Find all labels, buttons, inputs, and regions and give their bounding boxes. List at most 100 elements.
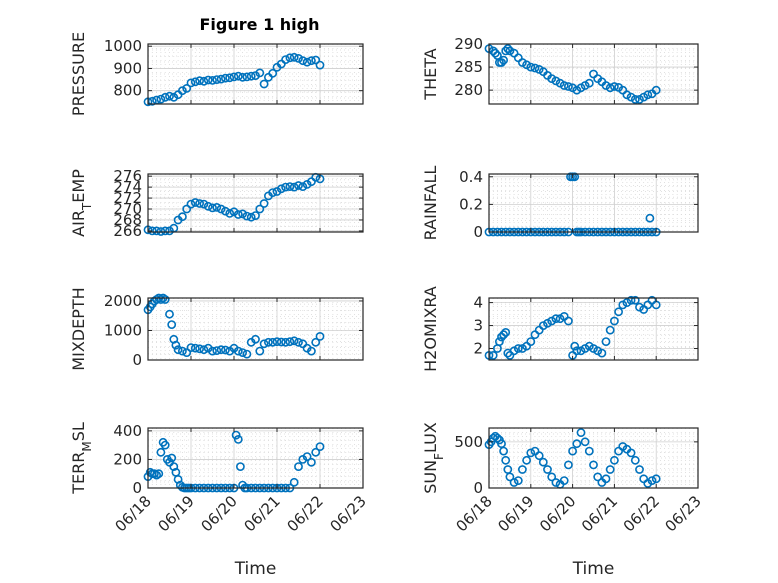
data-point	[315, 442, 325, 451]
data-point	[251, 334, 260, 344]
data-point	[530, 63, 540, 73]
x-tick-label: 06/22	[284, 492, 327, 535]
data-point	[229, 72, 239, 82]
data-point	[526, 448, 536, 458]
data-point	[212, 75, 222, 84]
data-point	[298, 182, 308, 191]
x-tick-label: 06/23	[662, 492, 705, 535]
data-point	[255, 346, 265, 356]
x-tick-label: 06/21	[241, 492, 284, 535]
data-point	[177, 346, 187, 356]
y-tick-label: 200	[113, 450, 142, 468]
chart-title: Figure 1 high	[200, 15, 320, 34]
data-point	[503, 465, 513, 474]
data-point	[167, 453, 177, 463]
y-tick-label: 2	[473, 340, 483, 358]
data-point	[233, 434, 243, 444]
data-point	[156, 447, 166, 457]
x-tick-label: 06/20	[536, 492, 579, 535]
y-tick-label: 0	[473, 479, 483, 497]
data-point	[186, 343, 196, 352]
data-point	[551, 478, 561, 487]
x-tick-label: 06/19	[155, 492, 198, 535]
y-tick-label: 276	[113, 167, 142, 185]
data-point	[212, 202, 222, 212]
y-axis-label: AIRTEMP	[69, 169, 94, 237]
data-point	[570, 341, 580, 351]
data-point	[246, 212, 256, 222]
data-point	[225, 73, 235, 83]
data-point	[564, 460, 573, 470]
data-point	[503, 44, 513, 53]
data-point	[306, 457, 316, 467]
data-point	[242, 72, 252, 82]
x-tick-label: 06/22	[620, 492, 663, 535]
data-point	[238, 209, 247, 219]
data-point	[311, 55, 321, 65]
y-tick-label: 272	[113, 189, 142, 207]
y-tick-label: 280	[454, 81, 483, 99]
data-point	[208, 346, 217, 356]
data-point	[538, 457, 548, 467]
axes-box	[488, 427, 699, 489]
x-axis-label: Time	[572, 559, 615, 579]
y-tick-label: 266	[113, 222, 142, 240]
data-point	[242, 349, 252, 359]
y-tick-label: 0.2	[459, 195, 483, 213]
data-point	[614, 307, 623, 317]
data-point	[268, 188, 278, 197]
y-tick-label: 0	[473, 223, 483, 241]
data-point	[584, 78, 594, 88]
panel-mixdepth: 0 1000 2000 MIXDEPTH	[69, 287, 364, 371]
data-point	[513, 476, 523, 485]
data-point	[195, 344, 204, 354]
data-point	[597, 348, 607, 358]
data-point	[570, 172, 580, 182]
data-point	[268, 68, 278, 78]
data-point	[233, 71, 243, 81]
panel-theta: 280 285 290 THETA	[421, 35, 699, 105]
data-point	[501, 327, 511, 337]
data-point	[643, 90, 653, 100]
data-point	[589, 460, 598, 470]
data-series-pressure	[143, 52, 325, 107]
y-tick-label: 285	[454, 58, 483, 76]
data-point	[220, 206, 230, 216]
data-point	[610, 455, 619, 465]
data-point	[605, 325, 615, 335]
data-point	[315, 60, 325, 70]
panel-terr-msl: 0 200 400 06/18 06/19 06/20 06/21 06/22 06/23 Tim…	[69, 422, 370, 579]
data-point	[497, 58, 506, 67]
x-tick-label: 06/23	[327, 492, 370, 535]
y-tick-label: 500	[454, 433, 483, 451]
data-point	[281, 337, 290, 347]
x-tick-label: 06/19	[494, 492, 537, 535]
x-tick-label: 06/18	[112, 492, 155, 535]
data-point	[302, 57, 312, 67]
axes-box	[488, 43, 699, 105]
data-point	[572, 439, 582, 449]
data-point	[165, 309, 174, 319]
data-point	[651, 85, 661, 95]
data-point	[289, 182, 299, 192]
data-point	[298, 56, 308, 66]
data-point	[182, 204, 192, 214]
data-point	[233, 210, 243, 219]
y-axis-label: RAINFALL	[421, 166, 440, 241]
data-point	[306, 56, 316, 66]
data-point	[216, 204, 226, 214]
axes-box	[488, 297, 699, 361]
data-point	[190, 343, 200, 353]
data-point	[169, 92, 179, 102]
data-point	[160, 295, 170, 304]
data-point	[630, 95, 640, 104]
data-point	[311, 337, 321, 347]
data-point	[568, 446, 577, 456]
axes-box	[147, 297, 364, 361]
data-point	[306, 346, 316, 356]
data-point	[259, 79, 269, 89]
data-point	[259, 339, 269, 349]
data-point	[294, 181, 303, 190]
data-point	[160, 226, 170, 236]
